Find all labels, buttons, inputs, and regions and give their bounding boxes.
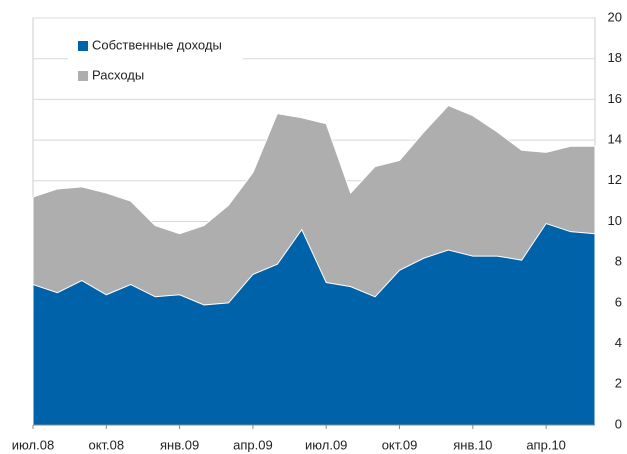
y-tick-label: 18 xyxy=(608,50,622,65)
legend-label: Собственные доходы xyxy=(92,37,222,52)
area xyxy=(32,222,596,426)
y-tick-label: 0 xyxy=(615,416,622,431)
x-tick-label: апр.09 xyxy=(233,437,273,452)
y-tick-label: 14 xyxy=(608,132,622,147)
x-tick-label: янв.09 xyxy=(160,437,199,452)
y-tick-label: 12 xyxy=(608,172,622,187)
y-tick-label: 10 xyxy=(608,213,622,228)
x-tick-label: янв.10 xyxy=(453,437,492,452)
legend-label: Расходы xyxy=(92,67,144,82)
y-tick-label: 8 xyxy=(615,254,622,269)
x-tick-label: апр.10 xyxy=(526,437,566,452)
y-tick-label: 4 xyxy=(615,335,622,350)
y-tick-label: 6 xyxy=(615,294,622,309)
x-tick-label: окт.09 xyxy=(382,437,418,452)
legend: Собственные доходы Расходы xyxy=(68,30,243,92)
x-tick-label: окт.08 xyxy=(88,437,124,452)
x-tick-label: июл.08 xyxy=(12,437,54,452)
x-tick-label: июл.09 xyxy=(305,437,347,452)
legend-swatch xyxy=(78,41,88,51)
legend-swatch xyxy=(78,71,88,81)
y-tick-label: 20 xyxy=(608,9,622,24)
y-tick-label: 2 xyxy=(615,376,622,391)
y-tick-label: 16 xyxy=(608,91,622,106)
legend-box xyxy=(68,30,243,92)
